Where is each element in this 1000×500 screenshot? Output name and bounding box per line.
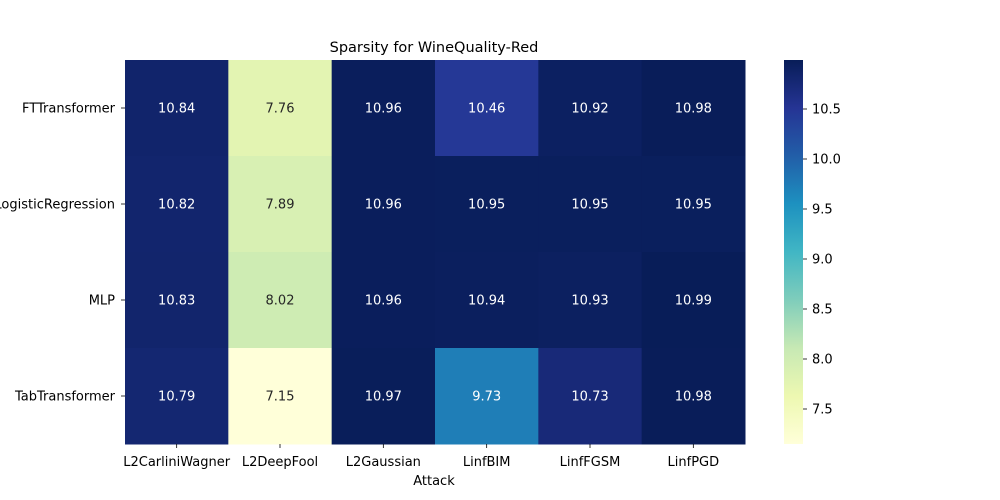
x-tick-label: L2CarliniWagner	[123, 455, 230, 470]
cell-value-label: 10.46	[468, 102, 505, 117]
heatmap-cell	[641, 348, 746, 445]
y-tick-label: LogisticRegression	[0, 198, 115, 213]
cell-value-label: 10.98	[675, 102, 712, 117]
colorbar	[784, 60, 803, 444]
x-tick-label: LinfFGSM	[560, 455, 621, 470]
cell-value-label: 10.93	[571, 294, 608, 309]
colorbar-gradient	[784, 60, 803, 444]
cell-value-label: 10.97	[365, 390, 402, 405]
cell-value-label: 10.82	[158, 198, 195, 213]
y-tick-label: MLP	[89, 294, 115, 309]
heatmap-cell	[331, 348, 436, 445]
x-tick-label: LinfPGD	[668, 455, 720, 470]
cell-value-label: 10.96	[365, 198, 402, 213]
cell-value-label: 10.98	[675, 390, 712, 405]
x-tick-label: L2DeepFool	[242, 455, 318, 470]
heatmap-cell	[125, 252, 229, 349]
cell-value-label: 10.96	[365, 294, 402, 309]
y-tick-label: FTTransformer	[22, 102, 116, 117]
colorbar-tick-label: 8.5	[812, 303, 833, 318]
heatmap-cell	[538, 252, 643, 349]
cell-value-label: 7.76	[266, 102, 295, 117]
heatmap-cell	[125, 60, 229, 157]
cell-value-label: 10.92	[571, 102, 608, 117]
heatmap-cell	[641, 156, 746, 253]
x-axis: L2CarliniWagner L2DeepFool L2Gaussian LinfB…	[123, 444, 719, 470]
heatmap-cell	[538, 60, 643, 157]
heatmap-cell	[228, 252, 333, 349]
heatmap-cell	[228, 60, 333, 157]
y-tick-label: TabTransformer	[14, 390, 116, 405]
cell-value-label: 10.95	[468, 198, 505, 213]
x-axis-label: Attack	[413, 474, 455, 489]
colorbar-ticks: 7.5 8.0 8.5 9.0 9.5 10.0 10.5	[803, 103, 841, 418]
cell-value-label: 8.02	[266, 294, 295, 309]
x-tick-label: L2Gaussian	[346, 455, 421, 470]
heatmap-cell	[228, 156, 333, 253]
heatmap-cell	[538, 348, 643, 445]
heatmap-cell	[125, 348, 229, 445]
cell-value-label: 10.95	[675, 198, 712, 213]
cell-value-label: 7.15	[266, 390, 295, 405]
cell-value-label: 10.73	[571, 390, 608, 405]
colorbar-tick-label: 7.5	[812, 403, 833, 418]
cell-value-label: 10.83	[158, 294, 195, 309]
heatmap-cell	[435, 348, 539, 445]
colorbar-tick-label: 9.5	[812, 203, 833, 218]
heatmap-cells	[125, 60, 746, 445]
heatmap-cell	[641, 252, 746, 349]
heatmap-cell	[538, 156, 643, 253]
cell-value-label: 10.96	[365, 102, 402, 117]
heatmap-cell	[435, 60, 539, 157]
cell-value-labels: 10.84 7.76 10.96 10.46 10.92 10.98 10.82 7.89 10…	[158, 102, 712, 405]
cell-value-label: 10.95	[571, 198, 608, 213]
heatmap-cell	[331, 252, 436, 349]
x-tick-label: LinfBIM	[463, 455, 511, 470]
heatmap-cell	[331, 60, 436, 157]
colorbar-tick-label: 10.0	[812, 153, 841, 168]
heatmap-cell	[331, 156, 436, 253]
cell-value-label: 10.79	[158, 390, 195, 405]
heatmap-cell	[125, 156, 229, 253]
y-axis: FTTransformer LogisticRegression MLP TabTra…	[0, 102, 125, 405]
cell-value-label: 10.84	[158, 102, 195, 117]
colorbar-tick-label: 10.5	[812, 103, 841, 118]
cell-value-label: 10.94	[468, 294, 505, 309]
heatmap-cell	[435, 156, 539, 253]
cell-value-label: 10.99	[675, 294, 712, 309]
heatmap-cell	[641, 60, 746, 157]
heatmap-cell	[435, 252, 539, 349]
colorbar-tick-label: 9.0	[812, 253, 833, 268]
heatmap-cell	[228, 348, 333, 445]
chart-title: Sparsity for WineQuality-Red	[330, 40, 539, 56]
colorbar-tick-label: 8.0	[812, 353, 833, 368]
cell-value-label: 7.89	[266, 198, 295, 213]
cell-value-label: 9.73	[472, 390, 501, 405]
